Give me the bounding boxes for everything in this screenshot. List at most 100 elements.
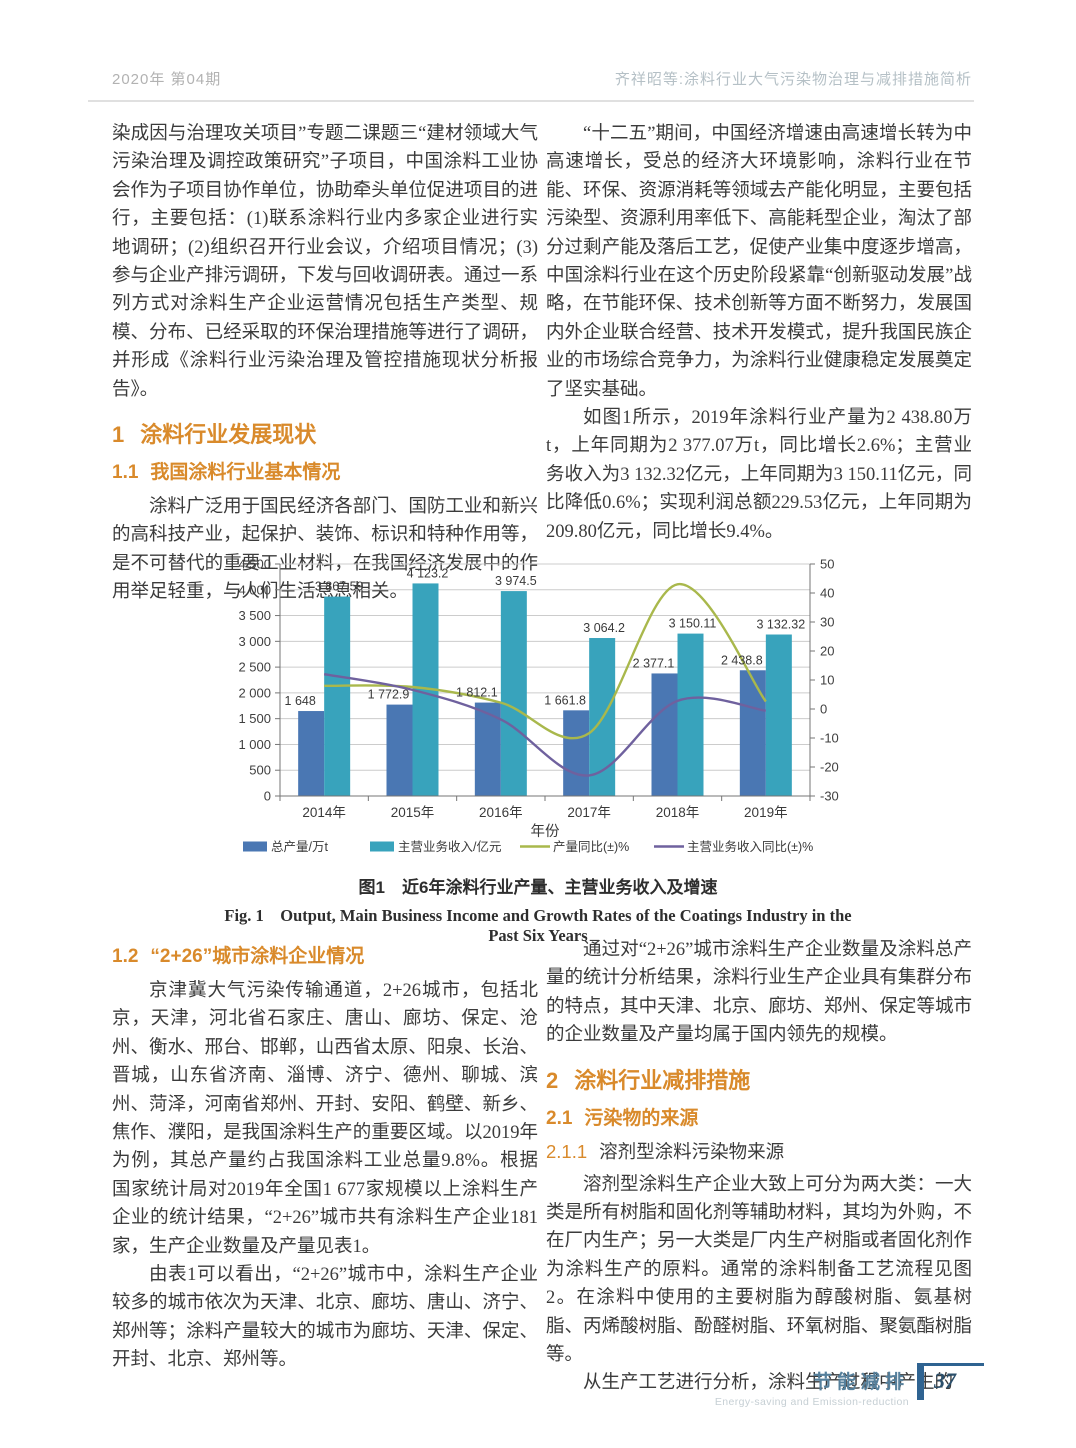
svg-text:2019年: 2019年: [744, 805, 788, 820]
paragraph: 染成因与治理攻关项目”专题二课题三“建材领域大气污染治理及调控政策研究”子项目，…: [112, 124, 538, 400]
footer-name-en: Energy-saving and Emission-reduction: [714, 1396, 909, 1408]
section-number: 2.1.1: [546, 1140, 588, 1162]
bar-output: [386, 704, 413, 796]
svg-text:0: 0: [820, 702, 827, 717]
svg-text:3 132.32: 3 132.32: [756, 618, 805, 632]
section-1-heading: 1 涂料行业发展现状: [112, 420, 538, 450]
svg-text:产量同比(±)%: 产量同比(±)%: [553, 840, 629, 854]
section-2-heading: 2 涂料行业减排措施: [546, 1066, 972, 1096]
section-2-1-heading: 2.1 污染物的来源: [546, 1106, 972, 1132]
svg-text:1 500: 1 500: [238, 711, 271, 726]
svg-text:30: 30: [820, 615, 834, 630]
section-number: 2: [546, 1067, 559, 1093]
footer-name-zh: 节能减排: [812, 1372, 909, 1393]
svg-text:20: 20: [820, 644, 834, 659]
page-number: 37: [934, 1368, 956, 1393]
svg-text:总产量/万t: 总产量/万t: [271, 840, 328, 854]
svg-text:40: 40: [820, 586, 834, 601]
section-2-1-1-heading: 2.1.1 溶剂型涂料污染物来源: [546, 1139, 972, 1166]
page-number-bracket: 37: [917, 1363, 984, 1400]
header-running-title: 齐祥昭等:涂料行业大气污染物治理与减排措施简析: [614, 71, 972, 88]
section-number: 2.1: [546, 1107, 573, 1129]
svg-text:1 648: 1 648: [285, 694, 316, 708]
bar-income: [324, 596, 351, 796]
svg-text:3 000: 3 000: [238, 634, 271, 649]
svg-text:3 500: 3 500: [238, 608, 271, 623]
svg-text:2 377.1: 2 377.1: [633, 656, 675, 670]
svg-text:2 438.8: 2 438.8: [721, 653, 763, 667]
paragraph: 涂料广泛用于国民经济各部门、国防工业和新兴的高科技产业，起保护、装饰、标识和特种…: [112, 497, 538, 603]
bar-output: [651, 673, 678, 796]
svg-text:3 974.5: 3 974.5: [495, 574, 537, 588]
section-title: 涂料行业减排措施: [574, 1067, 751, 1093]
svg-text:4 500: 4 500: [238, 557, 271, 572]
svg-text:年份: 年份: [531, 823, 560, 840]
income-growth-line: [323, 673, 766, 777]
svg-text:2015年: 2015年: [391, 805, 435, 820]
figure-caption-en: Fig. 1 Output, Main Business Income and …: [224, 906, 852, 945]
section-1-1-heading: 1.1 我国涂料行业基本情况: [112, 460, 538, 486]
svg-text:2 500: 2 500: [238, 660, 271, 675]
bar-income: [500, 591, 527, 796]
svg-text:1 661.8: 1 661.8: [544, 693, 586, 707]
legend: 总产量/万t 主营业务收入/亿元 产量同比(±)% 主营业务收入同比(±)%: [243, 839, 813, 854]
right-column-top: “十二五”期间，中国经济增速由高速增长转为中高速增长，受总的经济大环境影响，涂料…: [546, 120, 972, 546]
output-growth-line: [324, 583, 767, 740]
bar-output: [739, 670, 766, 796]
figure-caption-zh: 图1 近6年涂料行业产量、主营业务收入及增速: [358, 878, 718, 897]
svg-text:-30: -30: [820, 789, 839, 804]
bar-output: [563, 710, 590, 796]
paragraph: 如图1所示，2019年涂料行业产量为2 438.80万t，上年同期为2 377.…: [546, 408, 972, 542]
section-number: 1.1: [112, 462, 139, 484]
svg-text:0: 0: [264, 789, 271, 804]
header-issue: 2020年 第04期: [112, 71, 222, 88]
gridlines: [280, 563, 810, 771]
svg-text:3 150.11: 3 150.11: [669, 617, 717, 631]
svg-text:2016年: 2016年: [479, 805, 523, 820]
svg-text:4 000: 4 000: [238, 582, 271, 597]
section-1-2-heading: 1.2 “2+26”城市涂料企业情况: [112, 944, 538, 970]
section-number: 1.2: [112, 946, 139, 967]
data-labels: 1 648 1 772.9 1 812.1 1 661.8 2 377.1 2 438.8…: [285, 566, 806, 708]
svg-text:3 867.59: 3 867.59: [315, 580, 364, 594]
bar-income: [677, 633, 704, 796]
paragraph: 通过对“2+26”城市涂料生产企业数量及涂料总产量的统计分析结果，涂料行业生产企…: [546, 940, 972, 1046]
section-number: 1: [112, 422, 125, 448]
svg-text:2018年: 2018年: [656, 805, 700, 820]
left-column-bottom: 1.2 “2+26”城市涂料企业情况 京津冀大气污染传输通道，2+26城市，包括北…: [112, 936, 538, 1375]
paragraph: 京津冀大气污染传输通道，2+26城市，包括北京，天津，河北省石家庄、唐山、廊坊、…: [112, 981, 538, 1257]
paragraph: “十二五”期间，中国经济增速由高速增长转为中高速增长，受总的经济大环境影响，涂料…: [546, 124, 972, 400]
svg-text:-10: -10: [820, 731, 839, 746]
axis-tick-labels: 0 500 1 000 1 500 2 000 2 500 3 000 3 500 4 000 4…: [238, 557, 838, 804]
svg-text:-20: -20: [820, 760, 839, 775]
svg-text:2017年: 2017年: [567, 805, 611, 820]
section-title: “2+26”城市涂料企业情况: [150, 946, 365, 967]
header-rule: [88, 100, 974, 102]
axes: [275, 563, 815, 801]
right-column-bottom: 通过对“2+26”城市涂料生产企业数量及涂料总产量的统计分析结果，涂料行业生产企…: [546, 936, 972, 1398]
section-title: 涂料行业发展现状: [140, 422, 317, 448]
section-title: 溶剂型涂料污染物来源: [599, 1142, 785, 1163]
section-title: 我国涂料行业基本情况: [150, 462, 341, 484]
svg-text:2 000: 2 000: [238, 685, 271, 700]
line-series: [323, 583, 767, 777]
figure1-chart: 0 500 1 000 1 500 2 000 2 500 3 000 3 500 4 000 4…: [238, 557, 838, 855]
page-footer: 节能减排 Energy-saving and Emission-reductio…: [715, 1363, 984, 1408]
svg-text:10: 10: [820, 673, 834, 688]
left-column-top: 染成因与治理攻关项目”专题二课题三“建材领域大气污染治理及调控政策研究”子项目，…: [112, 120, 538, 607]
paragraph: 由表1可以看出，“2+26”城市中，涂料生产企业较多的城市依次为天津、北京、廊坊…: [112, 1265, 538, 1371]
footer-journal-name: 节能减排 Energy-saving and Emission-reductio…: [715, 1363, 909, 1408]
figure-1: 0 500 1 000 1 500 2 000 2 500 3 000 3 500 4 000 4…: [208, 548, 868, 946]
bar-income: [765, 634, 792, 796]
paragraph: 溶剂型涂料生产企业大致上可分为两大类：一大类是所有树脂和固化剂等辅助材料，其均为…: [546, 1174, 972, 1366]
section-title: 污染物的来源: [584, 1107, 699, 1129]
svg-text:主营业务收入同比(±)%: 主营业务收入同比(±)%: [687, 839, 813, 854]
svg-text:1 812.1: 1 812.1: [456, 686, 498, 700]
svg-text:1 000: 1 000: [238, 737, 271, 752]
svg-text:4 123.2: 4 123.2: [407, 566, 449, 580]
svg-text:3 064.2: 3 064.2: [583, 621, 625, 635]
bar-series: [298, 583, 792, 796]
svg-text:500: 500: [249, 763, 271, 778]
paragraph: 从生产工艺进行分析，涂料生产过程中产生的: [583, 1373, 954, 1394]
